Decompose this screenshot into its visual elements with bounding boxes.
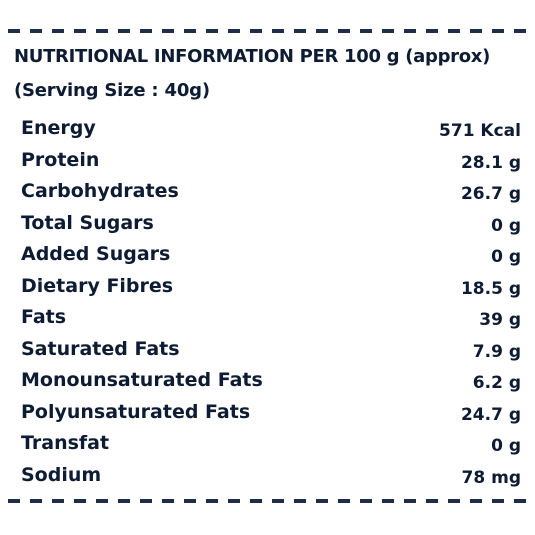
nutrient-value: 571 Kcal bbox=[439, 121, 521, 141]
nutrient-table: Energy 571 Kcal Protein 28.1 g Carbohydr… bbox=[21, 113, 521, 491]
nutrient-name: Energy bbox=[21, 117, 96, 139]
nutrient-value: 7.9 g bbox=[472, 341, 521, 362]
nutrient-name: Total Sugars bbox=[21, 211, 154, 234]
nutrient-value: 28.1 g bbox=[460, 152, 521, 173]
nutrient-row-saturated-fats: Saturated Fats 7.9 g bbox=[21, 334, 521, 366]
serving-size: (Serving Size : 40g) bbox=[14, 80, 210, 101]
nutrient-name: Fats bbox=[21, 306, 67, 328]
nutrient-name: Protein bbox=[21, 148, 100, 171]
nutrient-name: Sodium bbox=[21, 463, 102, 486]
nutrient-row-sodium: Sodium 78 mg bbox=[21, 460, 521, 492]
nutrient-row-dietary-fibres: Dietary Fibres 18.5 g bbox=[21, 271, 521, 303]
nutrient-value: 0 g bbox=[491, 247, 521, 267]
nutrient-name: Polyunsaturated Fats bbox=[21, 400, 251, 423]
nutrient-name: Carbohydrates bbox=[21, 180, 179, 202]
nutrient-value: 78 mg bbox=[461, 467, 521, 488]
nutrient-value: 6.2 g bbox=[472, 373, 521, 393]
nutrient-value: 26.7 g bbox=[460, 184, 521, 204]
bottom-dashed-divider bbox=[8, 499, 527, 503]
nutrient-row-fats: Fats 39 g bbox=[21, 302, 521, 334]
nutrient-value: 0 g bbox=[491, 215, 521, 236]
nutrient-value: 0 g bbox=[491, 436, 521, 456]
nutrition-title: NUTRITIONAL INFORMATION PER 100 g (appro… bbox=[14, 46, 491, 67]
nutrient-row-added-sugars: Added Sugars 0 g bbox=[21, 239, 521, 271]
nutrient-name: Monounsaturated Fats bbox=[21, 369, 263, 391]
nutrient-row-polyunsaturated-fats: Polyunsaturated Fats 24.7 g bbox=[21, 397, 521, 429]
top-dashed-divider bbox=[8, 29, 527, 33]
nutrient-value: 39 g bbox=[479, 310, 521, 330]
nutrient-name: Added Sugars bbox=[21, 243, 171, 265]
nutrient-row-transfat: Transfat 0 g bbox=[21, 428, 521, 460]
nutrient-row-protein: Protein 28.1 g bbox=[21, 145, 521, 177]
nutrient-name: Transfat bbox=[21, 432, 110, 454]
nutrient-value: 18.5 g bbox=[460, 278, 521, 299]
nutrient-row-energy: Energy 571 Kcal bbox=[21, 113, 521, 145]
nutrient-row-total-sugars: Total Sugars 0 g bbox=[21, 208, 521, 240]
nutrient-name: Saturated Fats bbox=[21, 337, 180, 360]
nutrient-name: Dietary Fibres bbox=[21, 274, 174, 297]
nutrient-row-monounsaturated-fats: Monounsaturated Fats 6.2 g bbox=[21, 365, 521, 397]
nutrient-row-carbohydrates: Carbohydrates 26.7 g bbox=[21, 176, 521, 208]
nutrient-value: 24.7 g bbox=[460, 404, 521, 425]
